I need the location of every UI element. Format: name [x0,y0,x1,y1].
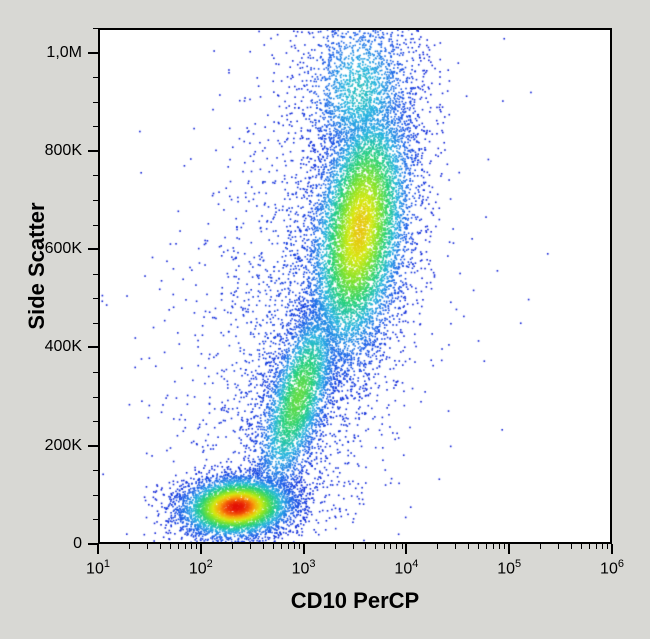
y-tick-label: 800K [32,142,82,160]
x-tick-label: 104 [394,558,418,578]
x-tick-label: 106 [600,558,624,578]
y-tick-label: 200K [32,437,82,455]
x-tick-label: 102 [189,558,213,578]
x-axis-label: CD10 PerCP [98,588,612,614]
y-tick-label: 1,0M [32,44,82,62]
y-tick-label: 0 [32,535,82,553]
plot-border [98,28,612,544]
x-tick-label: 101 [86,558,110,578]
y-axis-label: Side Scatter [24,166,50,366]
x-tick-label: 103 [292,558,316,578]
x-tick-label: 105 [497,558,521,578]
chart-frame: 1011021031041051060200K400K600K800K1,0M … [0,0,650,639]
